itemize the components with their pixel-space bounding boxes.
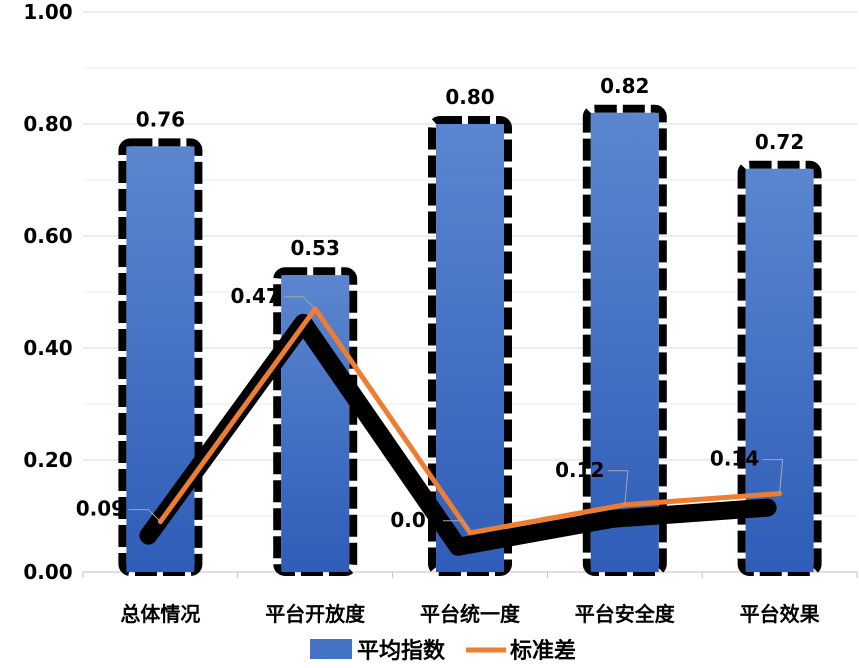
leader-line	[283, 296, 316, 310]
line-value-label: 0.47	[231, 284, 280, 308]
y-tick-label: 0.40	[23, 336, 72, 360]
bar	[428, 116, 512, 576]
bar-value-label: 0.72	[755, 130, 804, 154]
bar-value-label: 0.80	[445, 85, 494, 109]
bar-fill	[281, 275, 350, 572]
bar	[273, 267, 358, 576]
y-tick-label: 0.20	[23, 448, 72, 472]
line-value-label: 0.09	[76, 497, 125, 521]
x-axis: 总体情况 平台开放度 平台统一度 平台安全度 平台效果	[120, 602, 819, 626]
bar	[582, 104, 667, 577]
legend-label-line: 标准差	[510, 638, 576, 664]
data-labels: 0.76 0.53 0.80 0.82 0.72 0.09 0.47 0.07 0.12 0.14	[76, 74, 804, 534]
bar-value-label: 0.76	[136, 107, 185, 131]
bar-value-label: 0.82	[600, 74, 649, 98]
bar-outline	[118, 138, 203, 576]
legend-label-bar: 平均指数	[357, 638, 446, 664]
leader-line	[607, 470, 629, 505]
y-tick-label: 0.80	[23, 112, 72, 136]
bar-value-label: 0.53	[291, 236, 340, 260]
y-tick-label: 0.60	[23, 224, 72, 248]
leader-line	[128, 509, 161, 522]
x-tick-label: 平台统一度	[420, 602, 521, 626]
bar-fill	[436, 124, 504, 572]
leader-line	[762, 459, 784, 494]
line-value-label: 0.07	[390, 508, 439, 532]
bar-fill	[590, 112, 659, 573]
x-tick-label: 总体情况	[120, 602, 200, 626]
bar	[737, 160, 822, 577]
leader-line	[443, 520, 471, 534]
legend-swatch-bar	[310, 639, 352, 659]
y-tick-label: 0.00	[23, 560, 72, 584]
line-value-label: 0.14	[710, 447, 759, 471]
x-tick-label: 平台安全度	[575, 602, 676, 626]
x-tick-label: 平台开放度	[265, 602, 366, 626]
legend: 平均指数 标准差	[310, 638, 576, 664]
y-tick-label: 1.00	[23, 0, 72, 24]
line-value-label: 0.12	[555, 458, 604, 482]
x-tick-label: 平台效果	[740, 602, 820, 626]
y-axis: 0.00 0.20 0.40 0.60 0.80 1.00	[23, 0, 72, 584]
